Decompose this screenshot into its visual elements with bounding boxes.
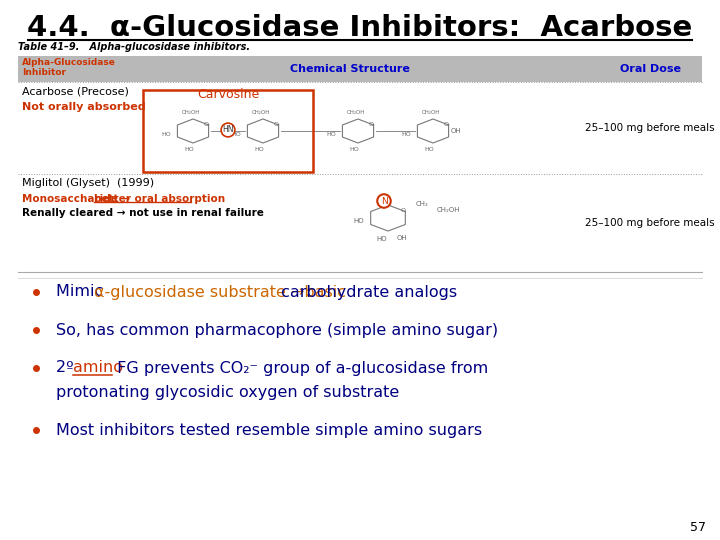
Text: Table 41–9.   Alpha-glucosidase inhibitors.: Table 41–9. Alpha-glucosidase inhibitors… xyxy=(18,42,250,52)
Text: Not orally absorbed: Not orally absorbed xyxy=(22,102,145,112)
Text: CH₂OH: CH₂OH xyxy=(437,207,461,213)
Text: 57: 57 xyxy=(690,521,706,534)
Text: carbohydrate analogs: carbohydrate analogs xyxy=(276,285,457,300)
Text: better oral absorption: better oral absorption xyxy=(94,194,225,204)
Text: OH: OH xyxy=(451,128,462,134)
Text: FG prevents CO₂⁻ group of a-glucosidase from: FG prevents CO₂⁻ group of a-glucosidase … xyxy=(112,361,488,375)
Text: HO: HO xyxy=(184,147,194,152)
Text: OH: OH xyxy=(397,235,408,241)
Text: 2º: 2º xyxy=(56,361,78,375)
Text: Monosaccharide →: Monosaccharide → xyxy=(22,194,134,204)
Text: HO: HO xyxy=(349,147,359,152)
Text: O: O xyxy=(400,208,405,213)
Text: O: O xyxy=(444,123,449,127)
Text: HO: HO xyxy=(354,218,364,224)
Text: So, has common pharmacophore (simple amino sugar): So, has common pharmacophore (simple ami… xyxy=(56,322,498,338)
Text: HO: HO xyxy=(326,132,336,137)
Text: amino: amino xyxy=(73,361,123,375)
Text: 25–100 mg before meals: 25–100 mg before meals xyxy=(585,123,715,133)
Text: 25–100 mg before meals: 25–100 mg before meals xyxy=(585,218,715,228)
Text: HO: HO xyxy=(377,236,387,242)
Text: Oral Dose: Oral Dose xyxy=(619,64,680,74)
Text: Renally cleared → not use in renal failure: Renally cleared → not use in renal failu… xyxy=(22,208,264,218)
Bar xyxy=(18,56,702,82)
Text: HO: HO xyxy=(254,147,264,152)
Text: Mimic: Mimic xyxy=(56,285,109,300)
Text: 4.4.  α-Glucosidase Inhibitors:  Acarbose: 4.4. α-Glucosidase Inhibitors: Acarbose xyxy=(27,14,693,42)
Text: O: O xyxy=(369,123,374,127)
Text: Most inhibitors tested resemble simple amino sugars: Most inhibitors tested resemble simple a… xyxy=(56,422,482,437)
Text: CH₂: CH₂ xyxy=(416,201,429,207)
Text: O: O xyxy=(204,123,209,127)
Text: HN: HN xyxy=(222,125,234,134)
Text: Acarbose (Precose): Acarbose (Precose) xyxy=(22,86,129,96)
Text: protonating glycosidic oxygen of substrate: protonating glycosidic oxygen of substra… xyxy=(56,384,400,400)
Text: CH₂OH: CH₂OH xyxy=(252,110,270,115)
Text: Carvosine: Carvosine xyxy=(197,88,259,101)
Text: Miglitol (Glyset)  (1999): Miglitol (Glyset) (1999) xyxy=(22,178,154,188)
Text: HO: HO xyxy=(424,147,434,152)
Text: O: O xyxy=(274,123,279,127)
Text: CH₂OH: CH₂OH xyxy=(422,110,440,115)
Text: HO: HO xyxy=(231,132,241,137)
Text: HO: HO xyxy=(161,132,171,137)
Text: HO: HO xyxy=(401,132,411,137)
Text: N: N xyxy=(381,197,387,206)
Text: α-glucosidase substrate →basic: α-glucosidase substrate →basic xyxy=(94,285,346,300)
Text: CH₂OH: CH₂OH xyxy=(347,110,365,115)
Text: Chemical Structure: Chemical Structure xyxy=(290,64,410,74)
Text: Alpha-Glucosidase
Inhibitor: Alpha-Glucosidase Inhibitor xyxy=(22,58,116,77)
Text: CH₂OH: CH₂OH xyxy=(182,110,200,115)
